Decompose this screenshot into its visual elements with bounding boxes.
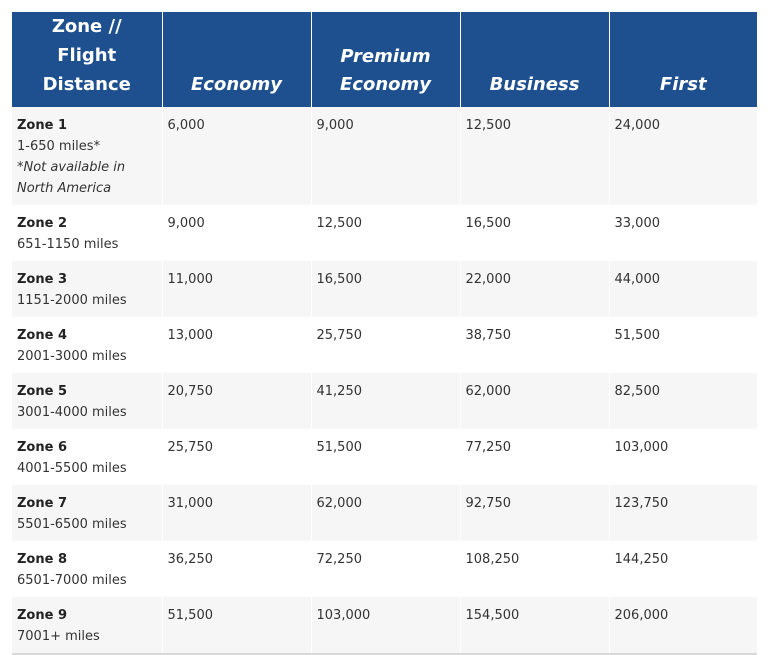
zone-cell: Zone 1 1-650 miles* *Not available in Nort…: [12, 107, 163, 205]
economy-miles-cell: 9,000: [162, 205, 312, 261]
header-row: Zone // Flight Distance Economy Premium …: [12, 12, 757, 107]
zone-name: Zone 2: [17, 216, 68, 231]
table-row: Zone 7 5501-6500 miles 31,000 62,000 92,750 1…: [12, 485, 757, 541]
header-first: First: [609, 12, 757, 107]
business-miles-cell: 77,250: [460, 429, 610, 485]
business-miles-cell: 62,000: [460, 373, 610, 429]
premium-economy-miles-cell: 25,750: [311, 317, 461, 373]
business-miles-cell: 108,250: [460, 541, 610, 597]
first-miles-cell: 123,750: [609, 485, 757, 541]
premium-economy-miles-cell: 9,000: [311, 107, 461, 205]
zone-distance: 1-650 miles*: [17, 139, 101, 154]
zone-name: Zone 7: [17, 496, 68, 511]
zone-distance: 3001-4000 miles: [17, 405, 127, 420]
zone-distance: 651-1150 miles: [17, 237, 119, 252]
economy-miles-cell: 13,000: [162, 317, 312, 373]
zone-distance: 7001+ miles: [17, 629, 100, 644]
zone-cell: Zone 2 651-1150 miles: [12, 205, 163, 261]
business-miles-cell: 22,000: [460, 261, 610, 317]
table-row: Zone 9 7001+ miles 51,500 103,000 154,500 206…: [12, 597, 757, 655]
economy-miles-cell: 36,250: [162, 541, 312, 597]
business-miles-cell: 154,500: [460, 597, 610, 655]
business-miles-cell: 12,500: [460, 107, 610, 205]
award-chart: Zone // Flight Distance Economy Premium …: [12, 12, 757, 655]
business-miles-cell: 92,750: [460, 485, 610, 541]
table-row: Zone 5 3001-4000 miles 20,750 41,250 62,000 8…: [12, 373, 757, 429]
zone-distance: 6501-7000 miles: [17, 573, 127, 588]
zone-distance: 1151-2000 miles: [17, 293, 127, 308]
table-row: Zone 3 1151-2000 miles 11,000 16,500 22,000 4…: [12, 261, 757, 317]
zone-name: Zone 6: [17, 440, 68, 455]
economy-miles-cell: 20,750: [162, 373, 312, 429]
first-miles-cell: 103,000: [609, 429, 757, 485]
zone-name: Zone 3: [17, 272, 68, 287]
zone-name: Zone 9: [17, 608, 68, 623]
zone-distance: 5501-6500 miles: [17, 517, 127, 532]
zone-cell: Zone 9 7001+ miles: [12, 597, 163, 655]
premium-economy-miles-cell: 62,000: [311, 485, 461, 541]
header-zone-distance: Zone // Flight Distance: [12, 12, 163, 107]
business-miles-cell: 16,500: [460, 205, 610, 261]
first-miles-cell: 82,500: [609, 373, 757, 429]
zone-name: Zone 1: [17, 118, 68, 133]
zone-name: Zone 8: [17, 552, 68, 567]
economy-miles-cell: 6,000: [162, 107, 312, 205]
first-miles-cell: 33,000: [609, 205, 757, 261]
economy-miles-cell: 31,000: [162, 485, 312, 541]
header-premium-economy: Premium Economy: [311, 12, 461, 107]
zone-note: *Not available in North America: [17, 160, 126, 196]
table-row: Zone 4 2001-3000 miles 13,000 25,750 38,750 5…: [12, 317, 757, 373]
zone-cell: Zone 5 3001-4000 miles: [12, 373, 163, 429]
premium-economy-miles-cell: 51,500: [311, 429, 461, 485]
economy-miles-cell: 51,500: [162, 597, 312, 655]
premium-economy-miles-cell: 72,250: [311, 541, 461, 597]
business-miles-cell: 38,750: [460, 317, 610, 373]
header-economy: Economy: [162, 12, 312, 107]
zone-cell: Zone 3 1151-2000 miles: [12, 261, 163, 317]
header-business: Business: [460, 12, 610, 107]
zone-distance: 2001-3000 miles: [17, 349, 127, 364]
table-row: Zone 1 1-650 miles* *Not available in Nort…: [12, 107, 757, 205]
zone-cell: Zone 7 5501-6500 miles: [12, 485, 163, 541]
award-table: Zone // Flight Distance Economy Premium …: [12, 12, 757, 655]
zone-cell: Zone 4 2001-3000 miles: [12, 317, 163, 373]
first-miles-cell: 44,000: [609, 261, 757, 317]
table-row: Zone 8 6501-7000 miles 36,250 72,250 108,250…: [12, 541, 757, 597]
economy-miles-cell: 11,000: [162, 261, 312, 317]
premium-economy-miles-cell: 16,500: [311, 261, 461, 317]
economy-miles-cell: 25,750: [162, 429, 312, 485]
first-miles-cell: 144,250: [609, 541, 757, 597]
premium-economy-miles-cell: 103,000: [311, 597, 461, 655]
first-miles-cell: 206,000: [609, 597, 757, 655]
zone-name: Zone 5: [17, 384, 68, 399]
zone-cell: Zone 8 6501-7000 miles: [12, 541, 163, 597]
premium-economy-miles-cell: 12,500: [311, 205, 461, 261]
premium-economy-miles-cell: 41,250: [311, 373, 461, 429]
zone-cell: Zone 6 4001-5500 miles: [12, 429, 163, 485]
table-row: Zone 6 4001-5500 miles 25,750 51,500 77,250 1…: [12, 429, 757, 485]
first-miles-cell: 24,000: [609, 107, 757, 205]
table-body: Zone 1 1-650 miles* *Not available in Nort…: [12, 107, 757, 655]
zone-name: Zone 4: [17, 328, 68, 343]
table-row: Zone 2 651-1150 miles 9,000 12,500 16,500 33,…: [12, 205, 757, 261]
first-miles-cell: 51,500: [609, 317, 757, 373]
zone-distance: 4001-5500 miles: [17, 461, 127, 476]
